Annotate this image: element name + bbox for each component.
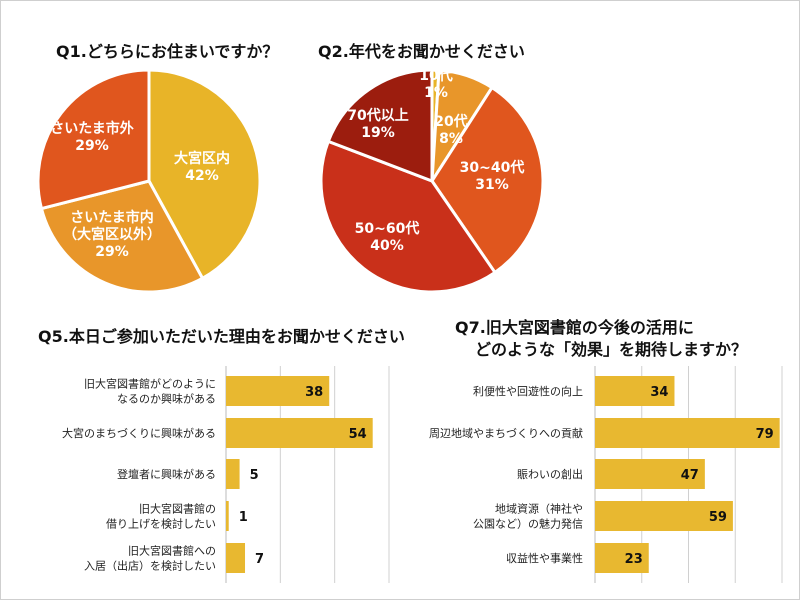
- q7-category-label-1: 周辺地域やまちづくりへの貢献: [429, 426, 583, 440]
- q2-slice-label-4: 70代以上 19%: [347, 107, 408, 141]
- q7-bar-3: [595, 501, 733, 531]
- q2-slice-3: [319, 139, 498, 294]
- q7-category-label-2: 賑わいの創出: [517, 467, 583, 481]
- q5-category-label-2: 登壇者に興味がある: [117, 467, 216, 481]
- q7-bar-2: [595, 459, 705, 489]
- q7-value-label-4: 23: [625, 552, 643, 567]
- q5-title: Q5.本日ご参加いただいた理由をお聞かせください: [38, 327, 405, 346]
- q7-title-line2: どのような「効果」を期待しますか？: [475, 340, 748, 359]
- q1-slice-2: [36, 68, 151, 211]
- q7-bar-1: [595, 418, 780, 448]
- q2-slice-label-0: 10代 1%: [419, 67, 452, 101]
- q7-value-label-3: 59: [709, 510, 727, 525]
- q7-value-label-1: 79: [756, 427, 774, 442]
- q5-category-label-3: 旧大宮図書館の借り上げを検討したい: [106, 502, 216, 531]
- q7-category-label-3: 地域資源（神社や公園など）の魅力発信: [473, 502, 583, 531]
- q2-slice-2: [430, 85, 545, 275]
- q7-category-label-0: 利便性や回遊性の向上: [473, 384, 583, 398]
- q1-slice-label-0: 大宮区内 42%: [174, 150, 230, 184]
- q2-title: Q2.年代をお聞かせください: [318, 42, 525, 61]
- q7-title-line1: Q7.旧大宮図書館の今後の活用に: [455, 318, 694, 337]
- q5-bar-2: [226, 459, 240, 489]
- q5-bar-0: [226, 376, 330, 406]
- q7-bar-4: [595, 543, 649, 573]
- q5-category-label-0: 旧大宮図書館がどのようになるのか興味がある: [84, 377, 216, 406]
- q2-slice-label-3: 50~60代 40%: [355, 220, 420, 254]
- q5-value-label-1: 54: [349, 427, 367, 442]
- q5-value-label-2: 5: [250, 468, 259, 483]
- q7-category-label-4: 収益性や事業性: [506, 551, 583, 565]
- q5-bar-1: [226, 418, 373, 448]
- q5-bar-4: [226, 543, 246, 573]
- q1-title: Q1.どちらにお住まいですか？: [56, 42, 279, 61]
- q7-value-label-0: 34: [650, 385, 668, 400]
- q1-slice-label-2: さいたま市外 29%: [50, 120, 134, 154]
- q2-slice-4: [326, 68, 434, 184]
- q5-category-label-4: 旧大宮図書館への入居（出店）を検討したい: [84, 544, 216, 573]
- q5-value-label-4: 7: [255, 552, 264, 567]
- q5-category-label-1: 大宮のまちづくりに興味がある: [62, 426, 216, 440]
- q2-slice-label-1: 20代 8%: [434, 113, 467, 147]
- q7-bar-0: [595, 376, 675, 406]
- q5-value-label-0: 38: [305, 385, 323, 400]
- q5-value-label-3: 1: [239, 510, 248, 525]
- q5-bar-3: [226, 501, 229, 531]
- q7-value-label-2: 47: [681, 468, 699, 483]
- q1-slice-label-1: さいたま市内（大宮区以外） 29%: [63, 209, 161, 260]
- q1-slice-0: [147, 68, 262, 281]
- q1-slice-1: [39, 179, 205, 294]
- q2-slice-label-2: 30~40代 31%: [460, 159, 525, 193]
